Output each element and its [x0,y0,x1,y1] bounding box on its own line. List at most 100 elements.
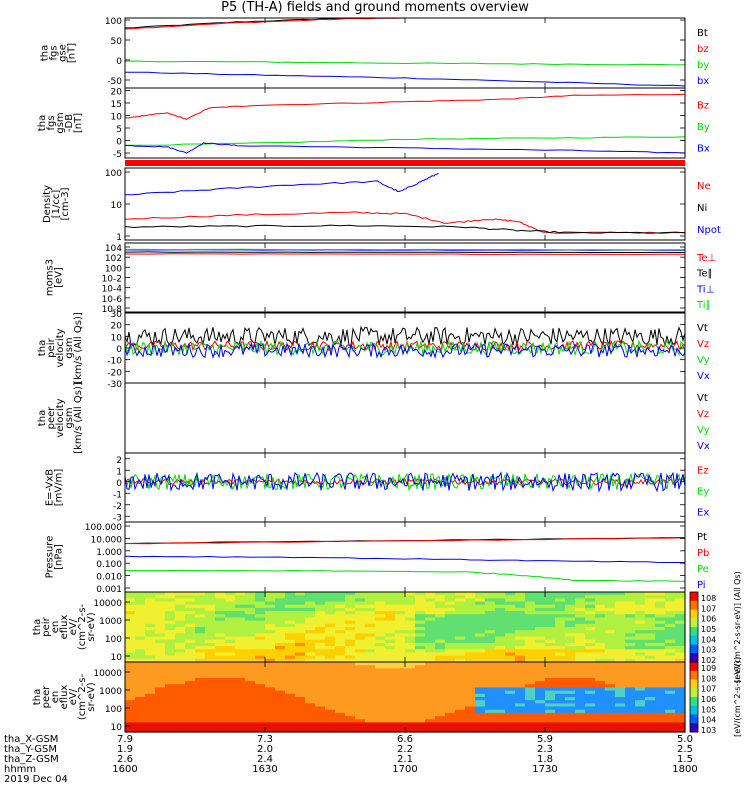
heatmap-cell [335,592,346,596]
heatmap-cell [615,722,626,727]
heatmap-cell [665,690,676,695]
heatmap-cell [615,712,626,717]
heatmap-cell [245,719,256,724]
heatmap-cell [245,623,256,628]
heatmap-cell [495,639,506,644]
heatmap-cell [675,649,686,654]
heatmap-cell [215,728,226,733]
heatmap-cell [245,601,256,606]
heatmap-cell [165,658,176,663]
heatmap-cell [385,627,396,631]
heatmap-cell [145,662,156,666]
heatmap-cell [635,652,646,657]
heatmap-cell [485,677,496,682]
heatmap-cell [265,592,276,596]
heatmap-cell [415,725,426,730]
heatmap-cell [235,649,246,654]
heatmap-cell [405,681,416,685]
heatmap-cell [365,690,376,695]
heatmap-cell [195,658,206,663]
legend-Ti⊥: Ti⊥ [696,284,714,295]
legend-Vt: Vt [697,393,708,404]
heatmap-cell [355,674,366,679]
heatmap-cell [315,598,326,603]
heatmap-cell [375,700,386,704]
heatmap-cell [635,604,646,609]
heatmap-cell [485,636,496,641]
heatmap-cell [545,662,556,666]
heatmap-cell [465,658,476,663]
heatmap-cell [155,630,166,634]
heatmap-cell [295,662,306,666]
heatmap-cell [515,709,526,714]
series-line-Pe [125,569,685,582]
heatmap-cell [455,665,466,669]
heatmap-cell [455,725,466,730]
heatmap-cell [205,684,216,689]
heatmap-cell [675,716,686,720]
heatmap-cell [645,630,656,634]
heatmap-cell [475,655,486,660]
heatmap-cell [455,674,466,679]
heatmap-cell [565,709,576,714]
heatmap-cell [145,623,156,628]
y-axis-label-line: sr-eV) [86,612,97,641]
heatmap-cell [375,646,386,650]
heatmap-cell [175,655,186,660]
heatmap-cell [305,665,316,669]
y-axis-label-line: [1/cc] [51,190,62,219]
heatmap-cell [535,607,546,612]
heatmap-cell [295,703,306,708]
heatmap-cell [215,620,226,625]
heatmap-cell [195,598,206,603]
heatmap-cell [465,674,476,679]
heatmap-cell [495,697,506,701]
heatmap-cell [425,636,436,641]
heatmap-cell [245,684,256,689]
heatmap-cell [235,607,246,612]
heatmap-cell [285,681,296,685]
heatmap-cell [565,665,576,669]
heatmap-cell [645,611,656,615]
heatmap-cell [565,658,576,663]
heatmap-cell [175,728,186,733]
heatmap-cell [195,719,206,724]
heatmap-cell [445,649,456,654]
heatmap-cell [615,725,626,730]
heatmap-cell [555,627,566,631]
legend-Te∥: Te∥ [696,269,713,280]
heatmap-cell [505,668,516,673]
heatmap-cell [595,687,606,692]
heatmap-cell [275,674,286,679]
heatmap-cell [495,671,506,676]
heatmap-cell [565,690,576,695]
heatmap-cell [505,690,516,695]
heatmap-cell [675,646,686,650]
heatmap-cell [615,623,626,628]
heatmap-cell [365,725,376,730]
heatmap-cell [125,668,136,673]
heatmap-cell [455,642,466,647]
heatmap-cell [195,604,206,609]
y-axis-label-line: tha [32,689,43,705]
heatmap-cell [565,614,576,619]
heatmap-cell [435,592,446,596]
heatmap-cell [665,633,676,638]
heatmap-cell [655,693,666,698]
heatmap-cell [555,681,566,685]
heatmap-cell [615,630,626,634]
heatmap-cell [265,681,276,685]
heatmap-cell [125,728,136,733]
heatmap-cell [415,630,426,634]
heatmap-cell [305,703,316,708]
heatmap-cell [655,636,666,641]
heatmap-cell [525,674,536,679]
heatmap-cell [285,709,296,714]
heatmap-cell [525,655,536,660]
heatmap-cell [235,595,246,599]
heatmap-cell [605,604,616,609]
heatmap-cell [545,665,556,669]
heatmap-cell [125,655,136,660]
heatmap-cell [135,592,146,596]
heatmap-cell [205,687,216,692]
